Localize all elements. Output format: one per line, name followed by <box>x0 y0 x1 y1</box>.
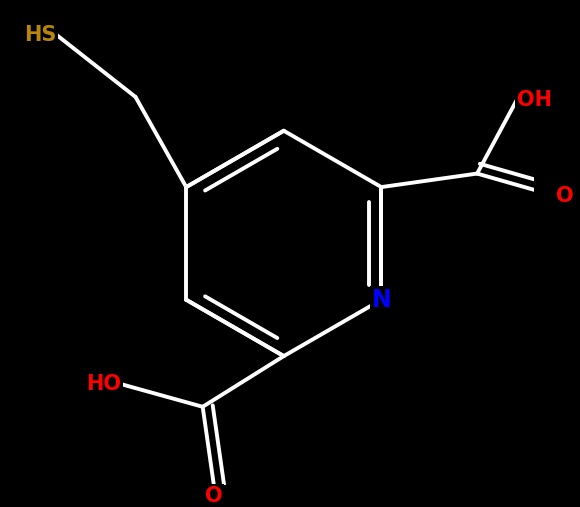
Text: HO: HO <box>86 374 122 394</box>
Text: O: O <box>205 486 223 505</box>
Text: HS: HS <box>24 25 57 45</box>
Text: O: O <box>556 186 574 206</box>
Text: OH: OH <box>517 90 552 111</box>
Text: N: N <box>372 288 392 312</box>
